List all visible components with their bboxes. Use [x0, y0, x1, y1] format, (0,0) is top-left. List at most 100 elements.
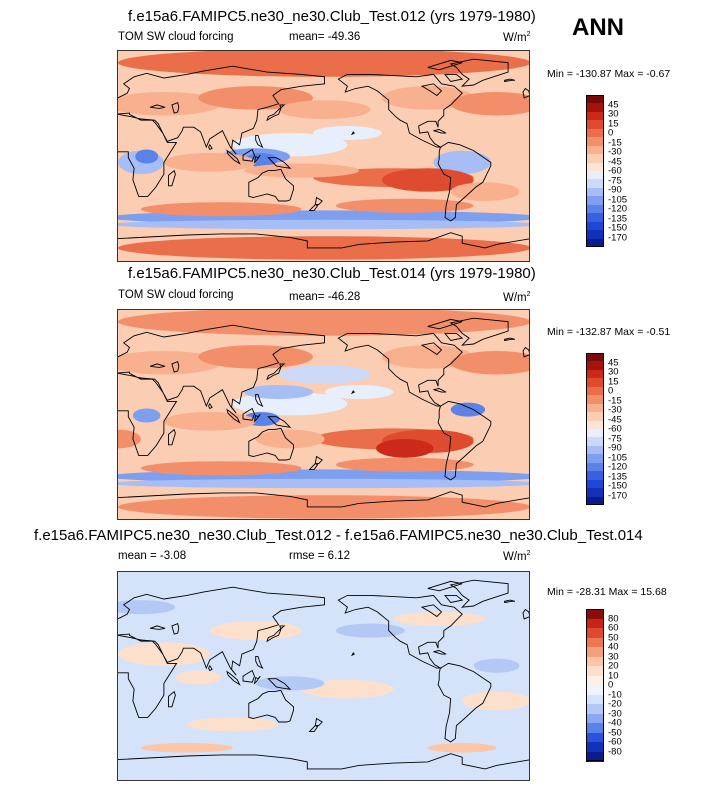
map-1-coastline-iceland: [504, 78, 516, 83]
colorbar-3-tick-label: 30: [608, 651, 619, 662]
colorbar-1-tick-label: -120: [608, 203, 628, 215]
map-3-contour-region: [140, 743, 233, 753]
panel-1-minmax: Min = -130.87 Max = -0.67: [547, 68, 670, 80]
colorbar-3-swatch: [586, 675, 604, 686]
map-3-coastline-madagascar: [168, 690, 176, 708]
map-1-coastline-madagascar: [168, 169, 176, 187]
panel-3-map: [117, 571, 530, 781]
map-1-coastline-samerica: [437, 141, 492, 222]
map-2-contour-region: [450, 351, 529, 375]
panel-3-colorbar: 80 60 50 40 30 20 10 0 -10 -20 -30 -40 -50 -60 -80: [586, 609, 656, 779]
colorbar-1-tick-label: 0: [608, 127, 614, 139]
colorbar-3-tick-label: -60: [608, 736, 622, 748]
map-3-contour-region: [462, 691, 529, 711]
map-2-contour-region: [140, 461, 302, 476]
map-2-contour-region: [118, 310, 529, 336]
map-2-contour-region: [255, 429, 325, 449]
colorbar-2-tick-label: 45: [608, 357, 619, 368]
map-1-contour-region: [244, 163, 359, 178]
map-2-coastline-borneo: [242, 407, 255, 421]
map-2-contour-region: [376, 438, 434, 458]
panel-2-units-text: W/m: [503, 291, 527, 304]
map-3-contour-region: [255, 676, 325, 691]
map-2-svg: [118, 310, 529, 519]
panel-3-min-value: -28.31: [575, 586, 606, 598]
map-2-coastline-iceland: [504, 337, 516, 342]
colorbar-2-tick-label: -30: [608, 404, 622, 416]
colorbar-3-swatch: [586, 723, 604, 733]
map-3-coastline-philippines: [255, 655, 264, 670]
colorbar-2-tick-label: -75: [608, 433, 622, 444]
panel-3-min-label: Min =: [547, 586, 573, 598]
colorbar-3-swatch: [586, 751, 604, 762]
map-2-coastline-newguinea: [267, 416, 292, 428]
map-1-coastline-ellesmere: [427, 59, 463, 71]
map-3-coastline-baffin: [444, 594, 464, 603]
map-2-coastline-namerica: [337, 332, 463, 407]
panel-1-colorbar: 45 30 15 0 -15 -30 -45 -60 -75 -90 -105 -120 -135 -15…: [586, 95, 656, 265]
map-1-coastline-caspian: [171, 101, 180, 114]
map-3-contour-region: [427, 743, 497, 753]
map-1-contour-region: [135, 149, 159, 164]
map-1-coastline-srilanka: [208, 143, 213, 151]
map-2-coastline-antarctica: [118, 491, 529, 508]
colorbar-2-tick-label: 15: [608, 376, 619, 387]
map-1-coastline-eurafrica: [118, 65, 325, 197]
map-3-contour-region: [175, 670, 222, 685]
map-3-contour-region: [209, 621, 302, 640]
season-label: ANN: [572, 14, 624, 41]
map-1-contour-region: [433, 150, 491, 175]
colorbar-3-tick-label: 50: [608, 632, 619, 643]
map-2-contour-region: [118, 429, 141, 449]
panel-1-title: f.e15a6.FAMIPC5.ne30_ne30.Club_Test.012 …: [128, 8, 536, 25]
colorbar-2-tick-label: -90: [608, 442, 622, 454]
panel-1-max-value: -0.67: [646, 68, 671, 80]
map-3-coastline-greenland: [449, 579, 509, 608]
map-3-coastline-nz2: [308, 725, 319, 732]
map-3-coastline-newzealand: [314, 717, 323, 727]
panel-1-map: [117, 50, 530, 262]
colorbar-3-tick-label: -20: [608, 698, 622, 710]
map-2-coastline-ellesmere: [427, 318, 463, 330]
panel-3-max-value: 15.68: [640, 586, 667, 598]
map-1-coastline-cuba: [433, 129, 447, 134]
panel-3-units: W/m2: [503, 550, 531, 563]
colorbar-3-swatch: [586, 732, 604, 743]
panel-3-mean-label: mean =: [118, 550, 157, 562]
map-3-coastline-japan: [266, 625, 286, 643]
map-3-coastline-australia: [248, 689, 294, 723]
panel-1-mean: mean= -49.36: [289, 31, 360, 43]
colorbar-3-tick-label: -50: [608, 727, 622, 738]
map-1-coastline-baffin: [444, 73, 464, 82]
colorbar-1-tick-label: -90: [608, 184, 622, 196]
colorbar-1-tick-label: -150: [608, 222, 628, 234]
colorbar-1-tick-label: 15: [608, 118, 619, 129]
map-3-coastline-blacksea: [149, 625, 166, 630]
map-3-contour-region: [393, 611, 486, 626]
map-3-contour-region: [473, 658, 520, 673]
colorbar-1-tick-label: -170: [608, 232, 628, 243]
map-2-coastline-cuba: [433, 388, 447, 393]
map-2-contour-region: [244, 385, 314, 400]
panel-2-units: W/m2: [503, 291, 531, 304]
map-1-contour-region: [381, 168, 474, 192]
colorbar-3-tick-label: 60: [608, 622, 619, 634]
map-3-coastline-namerica: [337, 594, 463, 669]
colorbar-3-swatch: [586, 704, 604, 714]
map-2-contour-region: [324, 385, 394, 400]
colorbar-3-tick-label: 80: [608, 613, 619, 624]
map-2-coastline-hudson: [420, 342, 443, 356]
colorbar-3-tick-label: -80: [608, 746, 622, 757]
map-2-contour-region: [118, 478, 529, 489]
panel-2-max-value: -0.51: [646, 326, 671, 338]
map-2-contour-region: [163, 411, 256, 431]
map-2-coastline-blacksea: [149, 363, 166, 368]
map-1-contour-region: [450, 92, 529, 116]
colorbar-3-tick-label: -40: [608, 717, 622, 729]
map-3-coastline-iceland: [504, 599, 516, 604]
panel-3-max-label: Max =: [608, 586, 638, 598]
colorbar-1-tick-label: -30: [608, 146, 622, 158]
colorbar-2-tick-label: -60: [608, 423, 622, 435]
panel-1-max-label: Max =: [614, 68, 644, 80]
map-2-coastline-australia: [248, 427, 294, 461]
